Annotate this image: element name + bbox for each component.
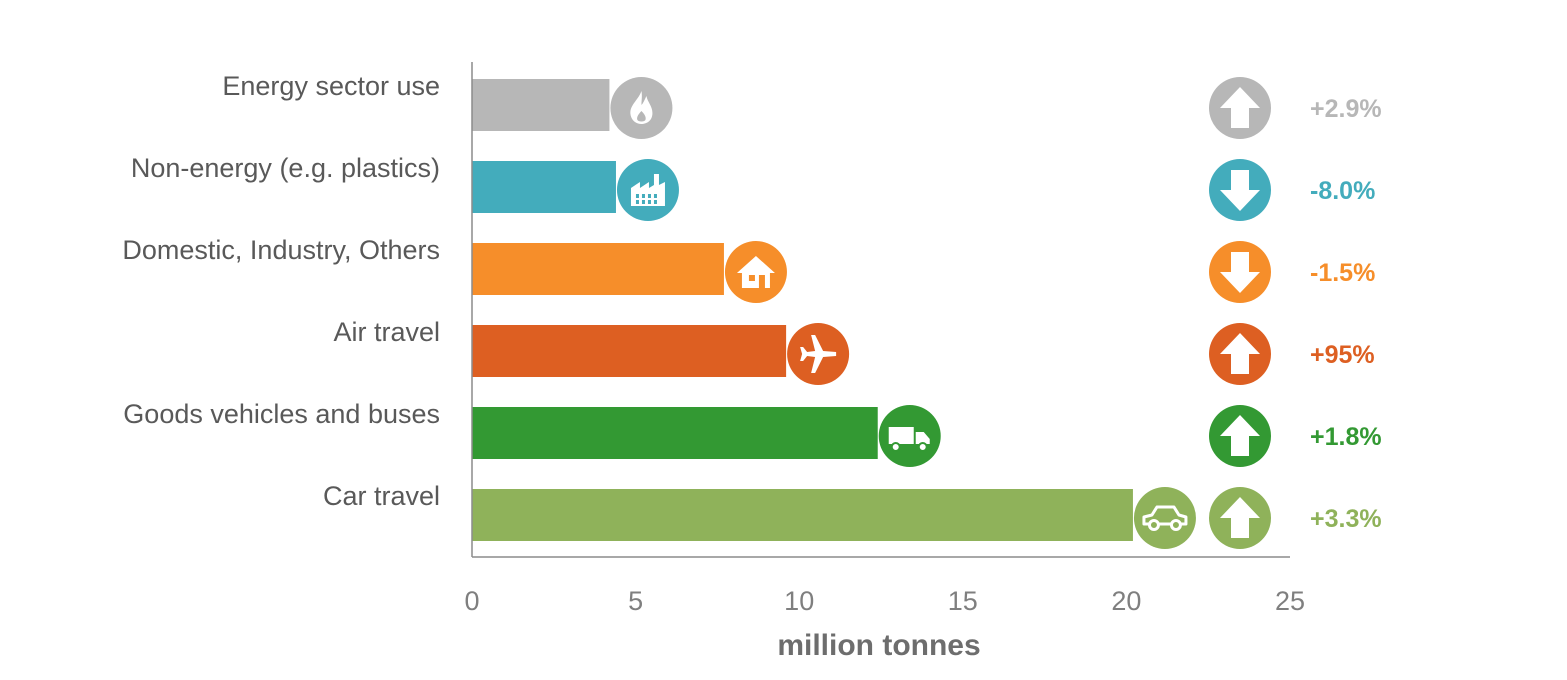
x-tick-label: 0 [464,586,479,616]
x-tick-labels-group: 0 5 10 15 20 25 [464,586,1305,616]
bar-air-travel [472,325,787,377]
change-labels-group: +2.9% -8.0% -1.5% +95% +1.8% +3.3% [1310,95,1382,533]
bar-domestic-industry-others [472,243,724,295]
arrow-up-icon [1209,77,1271,139]
category-label: Car travel [323,481,440,511]
category-icons-group [610,77,1196,549]
x-tick-label: 15 [948,586,978,616]
airplane-icon [787,323,850,385]
change-label: -8.0% [1310,177,1375,205]
change-arrows-group [1209,77,1271,549]
x-axis-title: million tonnes [777,629,980,662]
bar-non-energy-e-g-plastics [472,161,616,213]
category-label: Domestic, Industry, Others [122,235,440,265]
category-label: Energy sector use [222,71,440,101]
x-tick-label: 10 [784,586,814,616]
category-label: Air travel [333,317,440,347]
arrow-up-icon [1209,487,1271,549]
category-label: Goods vehicles and buses [123,399,440,429]
bars-group [472,79,1133,541]
bar-energy-sector-use [472,79,610,131]
change-label: +3.3% [1310,505,1382,533]
bar-goods-vehicles-and-buses [472,407,878,459]
arrow-down-icon [1209,241,1271,303]
bar-car-travel [472,489,1133,541]
arrow-up-icon [1209,323,1271,385]
x-tick-label: 25 [1275,586,1305,616]
factory-icon [616,159,679,221]
flame-icon [610,77,673,139]
truck-icon [878,405,941,467]
change-label: -1.5% [1310,259,1375,287]
car-icon [1133,487,1196,549]
change-label: +95% [1310,341,1375,369]
change-label: +1.8% [1310,423,1382,451]
arrow-up-icon [1209,405,1271,467]
change-label: +2.9% [1310,95,1382,123]
category-label: Non-energy (e.g. plastics) [131,153,440,183]
x-tick-label: 20 [1111,586,1141,616]
arrow-down-icon [1209,159,1271,221]
category-labels-group: Energy sector use Non-energy (e.g. plasti… [122,71,440,511]
x-tick-label: 5 [628,586,643,616]
house-icon [724,241,787,303]
